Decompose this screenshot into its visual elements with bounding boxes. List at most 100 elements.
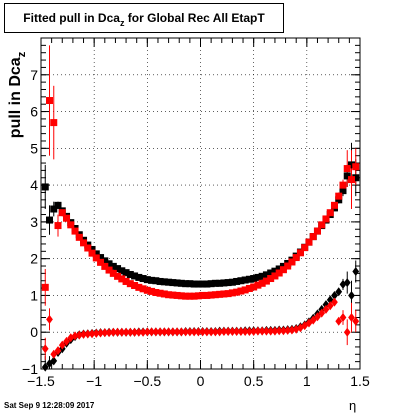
data-point-square [75,233,83,241]
data-point-square [122,269,130,277]
data-point-square [347,161,355,169]
data-point-diamond [250,326,258,336]
data-point-diamond [148,327,155,337]
data-point-diamond [267,326,275,336]
data-point-diamond [322,300,330,310]
data-point-square [275,269,283,277]
data-point-diamond [118,327,126,337]
data-point-square [84,244,92,252]
data-point-square [309,233,317,241]
data-point-square [135,273,143,281]
data-point-square [54,222,62,230]
data-point-diamond [80,329,87,339]
data-point-square [220,290,228,298]
data-point-diamond [92,328,100,338]
data-point-square [177,292,185,300]
data-point-square [169,291,177,299]
data-point-square [284,262,292,270]
data-point-diamond [288,325,296,335]
data-point-square [165,278,173,286]
data-point-diamond [46,314,53,324]
y-axis-label-subscript: z [16,51,28,58]
data-point-square [80,239,88,247]
data-point-diamond [348,290,355,300]
data-point-square [224,279,232,287]
y-tick-label: 6 [30,104,38,120]
data-point-square [152,289,160,297]
data-point-square [131,272,139,280]
y-tick-label: 2 [30,251,38,267]
data-point-diamond [224,326,232,336]
data-point-square [318,221,326,229]
data-point-square [190,292,198,300]
data-point-square [41,183,49,191]
data-point-diamond [139,327,147,337]
data-point-square [135,283,143,291]
data-point-square [292,254,300,262]
data-point-square [199,291,207,299]
data-point-square [224,290,232,298]
data-point-square [254,273,262,281]
data-point-square [101,262,109,270]
data-point-square [182,280,190,288]
y-axis-label-main: pull in Dca [7,57,24,139]
data-point-square [241,286,249,294]
data-point-square [156,289,164,297]
data-point-square [182,292,190,300]
data-point-square [152,277,160,285]
data-point-square [326,209,334,217]
data-point-diamond [143,327,151,337]
data-point-diamond [135,327,143,337]
data-point-square [165,291,173,299]
data-point-diamond [343,327,351,337]
data-point-diamond [233,326,241,336]
data-point-square [275,265,283,273]
data-point-square [343,172,351,180]
data-point-diamond [284,325,292,335]
data-point-diamond [322,304,330,314]
title-box: Fitted pull in Dcaz for Global Rec All E… [4,3,284,33]
data-point-square [41,283,49,291]
data-point-square [250,283,258,291]
data-point-diamond [254,326,262,336]
data-point-square [160,278,168,286]
plot-frame [40,37,361,370]
data-point-diamond [41,344,49,354]
data-point-diamond [71,331,79,341]
data-point-square [245,275,253,283]
data-point-square [114,265,122,273]
data-point-square [114,272,122,280]
data-point-square [139,275,147,283]
data-point-square [71,227,79,235]
data-point-square [335,192,343,200]
data-point-square [267,275,275,283]
data-point-square [267,269,275,277]
data-point-square [186,292,194,300]
data-point-square [335,196,343,204]
data-point-diamond [212,327,219,337]
data-point-diamond [207,327,215,337]
data-point-diamond [275,326,283,336]
data-point-diamond [177,327,185,337]
data-point-diamond [190,327,198,337]
data-point-square [109,262,117,270]
data-point-square [148,276,156,284]
data-point-square [173,279,181,287]
data-point-square [194,280,202,288]
data-point-square [207,291,215,299]
data-point-square [352,163,360,171]
y-tick-label: −1 [22,361,38,377]
x-tick-label: 0.5 [244,373,264,389]
data-point-square [63,214,71,222]
data-point-diamond [182,327,189,337]
y-tick-label: 3 [30,214,38,230]
data-point-square [126,280,134,288]
data-point-square [199,280,207,288]
chart-title-rest: for Global Rec All EtapT [124,11,265,25]
data-point-square [105,266,113,274]
data-point-diamond [229,326,236,336]
data-point-square [122,277,130,285]
data-point-square [207,280,215,288]
